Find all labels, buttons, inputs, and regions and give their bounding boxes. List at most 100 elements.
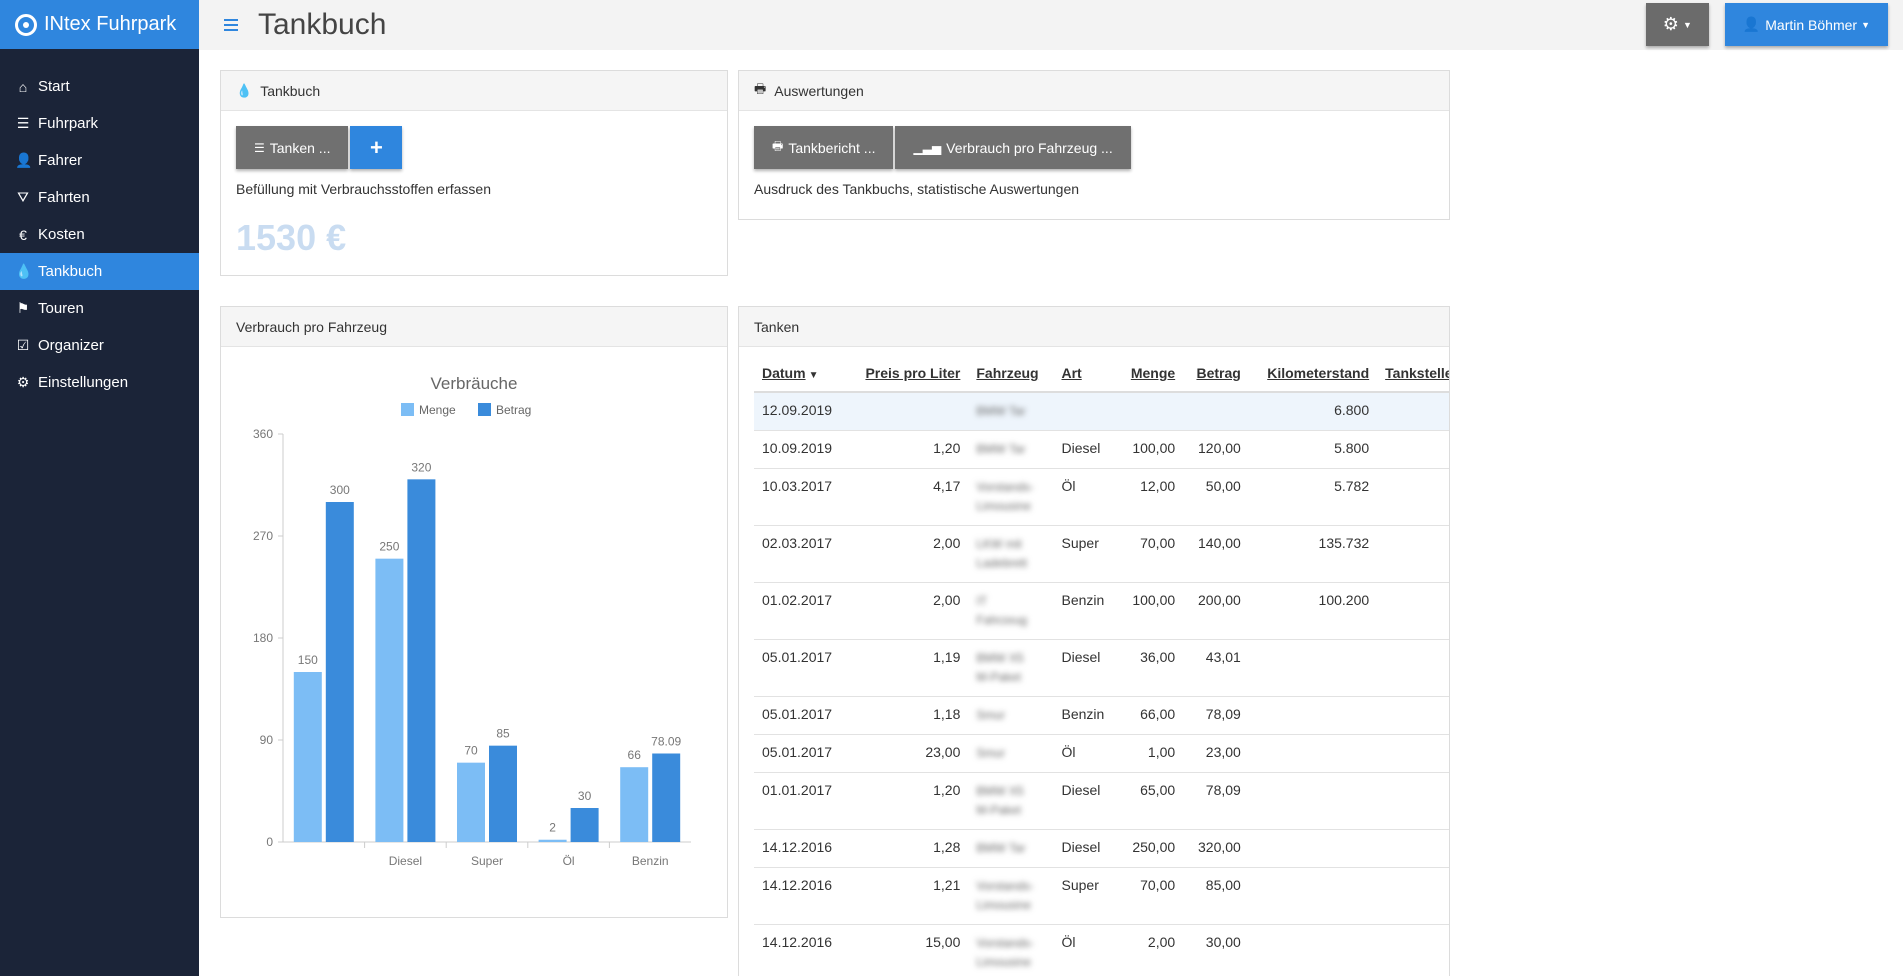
cell-art: Diesel bbox=[1053, 829, 1118, 868]
table-row[interactable]: 01.01.2017 1,20 BMW X5 M-Paket Diesel 65,00 7… bbox=[754, 772, 1449, 830]
data-label: 2 bbox=[549, 821, 556, 835]
cell-fahrzeug: LKW mit Ladebrett bbox=[968, 525, 1054, 583]
column-header-betrag[interactable]: Betrag bbox=[1183, 347, 1249, 393]
table-row[interactable]: 05.01.2017 1,18 Smur Benzin 66,00 78,09 bbox=[754, 696, 1449, 735]
menu-toggle-icon[interactable] bbox=[224, 16, 238, 34]
sidebar-item-kosten[interactable]: € Kosten bbox=[0, 216, 199, 253]
sidebar-item-organizer[interactable]: ☑ Organizer bbox=[0, 327, 199, 364]
cell-preis: 15,00 bbox=[847, 924, 969, 976]
add-tanken-button[interactable]: + bbox=[350, 126, 403, 169]
cell-preis: 1,19 bbox=[847, 639, 969, 697]
caret-down-icon: ▼ bbox=[1861, 19, 1870, 30]
sidebar-item-fuhrpark[interactable]: ☰ Fuhrpark bbox=[0, 105, 199, 142]
cell-km bbox=[1248, 639, 1378, 697]
settings-dropdown-button[interactable]: ⚙ ▼ bbox=[1645, 3, 1709, 46]
cell-tankstelle bbox=[1377, 867, 1449, 925]
cell-preis: 1,18 bbox=[847, 696, 969, 735]
cell-art: Diesel bbox=[1053, 639, 1118, 697]
user-icon: 👤 bbox=[15, 152, 33, 168]
cell-value: 1,18 bbox=[933, 706, 961, 722]
cell-art: Öl bbox=[1053, 924, 1118, 976]
table-row[interactable]: 14.12.2016 1,28 BMW Tar Diesel 250,00 320,00 bbox=[754, 829, 1449, 868]
sidebar-item-tankbuch[interactable]: 💧 Tankbuch bbox=[0, 253, 199, 290]
sidebar-item-label: Organizer bbox=[38, 337, 104, 354]
table-row[interactable]: 05.01.2017 23,00 Smur Öl 1,00 23,00 bbox=[754, 734, 1449, 773]
cell-fahrzeug: Smur bbox=[968, 734, 1054, 773]
gear-icon: ⚙ bbox=[1662, 14, 1679, 34]
table-row[interactable]: 10.03.2017 4,17 Vorstands-Limousine Öl 12,00… bbox=[754, 468, 1449, 526]
cell-value: 5.782 bbox=[1334, 478, 1370, 494]
cell-value: 85,00 bbox=[1205, 877, 1241, 893]
list-icon: ☰ bbox=[16, 115, 30, 131]
table-row[interactable]: 12.09.2019 BMW Tar 6.800 bbox=[754, 391, 1449, 431]
logo-icon bbox=[15, 13, 37, 36]
top-header: Tankbuch ⚙ ▼ 👤 Martin Böhmer ▼ bbox=[199, 0, 1903, 50]
panel-title: Tankbuch bbox=[260, 82, 321, 99]
sidebar-item-start[interactable]: ⌂ Start bbox=[0, 68, 199, 105]
cell-betrag: 320,00 bbox=[1183, 829, 1249, 868]
cell-betrag: 120,00 bbox=[1183, 430, 1249, 469]
cell-km bbox=[1248, 772, 1378, 830]
cell-km bbox=[1248, 924, 1378, 976]
user-menu-button[interactable]: 👤 Martin Böhmer ▼ bbox=[1724, 3, 1888, 46]
table-row[interactable]: 14.12.2016 15,00 Vorstands-Limousine Öl 2,00… bbox=[754, 924, 1449, 976]
cell-preis: 1,20 bbox=[847, 430, 969, 469]
cell-betrag bbox=[1183, 391, 1249, 431]
cell-value: BMW Tar bbox=[976, 841, 1026, 855]
tankbericht-button[interactable]: 🖶 Tankbericht ... bbox=[754, 126, 894, 169]
x-tick-label: Diesel bbox=[389, 854, 422, 868]
column-header-menge[interactable]: Menge bbox=[1117, 347, 1184, 393]
column-header-datum[interactable]: Datum ▼ bbox=[754, 347, 848, 393]
sidebar-item-label: Kosten bbox=[38, 226, 85, 243]
cell-fahrzeug: Vorstands-Limousine bbox=[968, 468, 1054, 526]
sidebar-item-fahrer[interactable]: 👤 Fahrer bbox=[0, 142, 199, 179]
cell-value: 01.01.2017 bbox=[762, 782, 833, 798]
cell-value: 30,00 bbox=[1205, 934, 1241, 950]
column-header-fahrzeug[interactable]: Fahrzeug bbox=[968, 347, 1054, 393]
cell-value: 1,20 bbox=[933, 782, 961, 798]
cell-value: Vorstands-Limousine bbox=[976, 480, 1034, 513]
cell-preis bbox=[847, 391, 969, 431]
cell-datum: 05.01.2017 bbox=[754, 696, 848, 735]
cell-datum: 14.12.2016 bbox=[754, 924, 848, 976]
column-header-km[interactable]: Kilometerstand bbox=[1248, 347, 1378, 393]
table-row[interactable]: 10.09.2019 1,20 BMW Tar Diesel 100,00 120,00 5… bbox=[754, 430, 1449, 469]
brand[interactable]: INtex Fuhrpark bbox=[0, 0, 199, 49]
table-row[interactable]: 14.12.2016 1,21 Vorstands-Limousine Super 70… bbox=[754, 867, 1449, 925]
sidebar-item-label: Touren bbox=[38, 300, 84, 317]
cell-value: Diesel bbox=[1061, 440, 1101, 456]
data-label: 66 bbox=[628, 748, 642, 762]
cell-value: 78,09 bbox=[1205, 782, 1241, 798]
table-row[interactable]: 01.02.2017 2,00 IT Fahrzeug Benzin 100,00 200… bbox=[754, 582, 1449, 640]
column-header-tankstelle[interactable]: Tankstelle bbox=[1377, 347, 1449, 393]
cell-fahrzeug: Vorstands-Limousine bbox=[968, 867, 1054, 925]
cell-km: 5.800 bbox=[1248, 430, 1378, 469]
gear-icon: ⚙ bbox=[16, 374, 30, 390]
table-row[interactable]: 05.01.2017 1,19 BMW X5 M-Paket Diesel 36,00 4… bbox=[754, 639, 1449, 697]
cell-value: 320,00 bbox=[1198, 839, 1241, 855]
tanken-button-label: Tanken ... bbox=[269, 139, 331, 156]
cell-value: Smur bbox=[976, 746, 1006, 760]
brand-label: INtex Fuhrpark bbox=[44, 13, 177, 35]
cell-menge: 250,00 bbox=[1117, 829, 1184, 868]
sidebar-item-touren[interactable]: ⚑ Touren bbox=[0, 290, 199, 327]
cell-menge: 2,00 bbox=[1117, 924, 1184, 976]
verbrauch-button[interactable]: ▁▃▅ Verbrauch pro Fahrzeug ... bbox=[895, 126, 1131, 169]
sidebar-item-fahrten[interactable]: ⛛ Fahrten bbox=[0, 179, 199, 216]
cell-preis: 23,00 bbox=[847, 734, 969, 773]
column-header-label: Kilometerstand bbox=[1267, 365, 1370, 381]
column-header-art[interactable]: Art bbox=[1053, 347, 1118, 393]
bar-betrag bbox=[652, 753, 681, 842]
sidebar-item-einstellungen[interactable]: ⚙ Einstellungen bbox=[0, 364, 199, 401]
column-header-label: Art bbox=[1061, 365, 1082, 381]
table-row[interactable]: 02.03.2017 2,00 LKW mit Ladebrett Super 70,0… bbox=[754, 525, 1449, 583]
cell-value: 250,00 bbox=[1132, 839, 1176, 855]
cell-value: 05.01.2017 bbox=[762, 744, 833, 760]
auswertungen-description: Ausdruck des Tankbuchs, statistische Aus… bbox=[754, 181, 1080, 197]
verbrauch-button-label: Verbrauch pro Fahrzeug ... bbox=[946, 139, 1113, 156]
column-header-preis[interactable]: Preis pro Liter bbox=[847, 347, 969, 393]
tanken-button[interactable]: ☰ Tanken ... bbox=[236, 126, 349, 169]
page-title: Tankbuch bbox=[258, 8, 387, 41]
cell-value: 70,00 bbox=[1140, 535, 1176, 551]
sidebar-item-label: Start bbox=[38, 78, 70, 95]
